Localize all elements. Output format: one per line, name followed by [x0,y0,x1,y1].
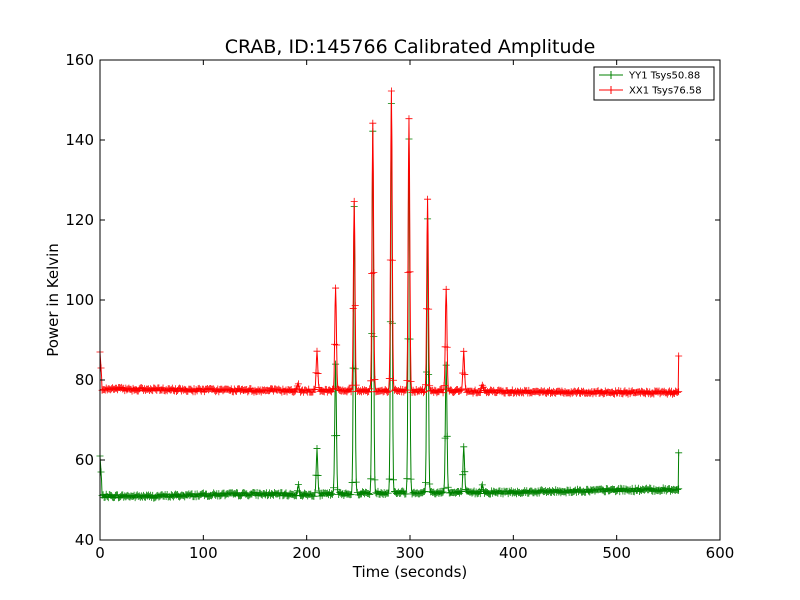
x-tick-label: 0 [95,544,105,562]
legend-label-yy1: YY1 Tsys50.88 [628,71,700,82]
x-axis-label: Time (seconds) [352,563,468,581]
legend-marker-xx1 [607,86,615,94]
x-tick-label: 400 [499,544,528,562]
y-tick-label: 60 [75,451,94,469]
legend-marker-yy1 [607,71,615,79]
y-tick-label: 80 [75,371,94,389]
y-tick-label: 120 [65,211,94,229]
y-tick-label: 40 [75,531,94,549]
chart-title: CRAB, ID:145766 Calibrated Amplitude [225,36,596,58]
series-group [96,87,683,502]
y-tick-label: 140 [65,131,94,149]
series-1 [96,87,683,398]
y-tick-label: 160 [65,51,94,69]
x-tick-label: 600 [706,544,735,562]
y-tick-label: 100 [65,291,94,309]
ticks-group: 0 100 200 300 400 500 600 40 60 80 100 120 140 160 [65,51,734,562]
x-tick-label: 300 [396,544,425,562]
legend-box [593,66,715,101]
legend-label-xx1: XX1 Tsys76.58 [629,86,702,97]
legend: YY1 Tsys50.88 XX1 Tsys76.58 [593,66,715,101]
x-tick-label: 200 [292,544,321,562]
x-tick-label: 500 [602,544,631,562]
y-axis-label: Power in Kelvin [44,243,62,357]
x-tick-label: 100 [189,544,218,562]
